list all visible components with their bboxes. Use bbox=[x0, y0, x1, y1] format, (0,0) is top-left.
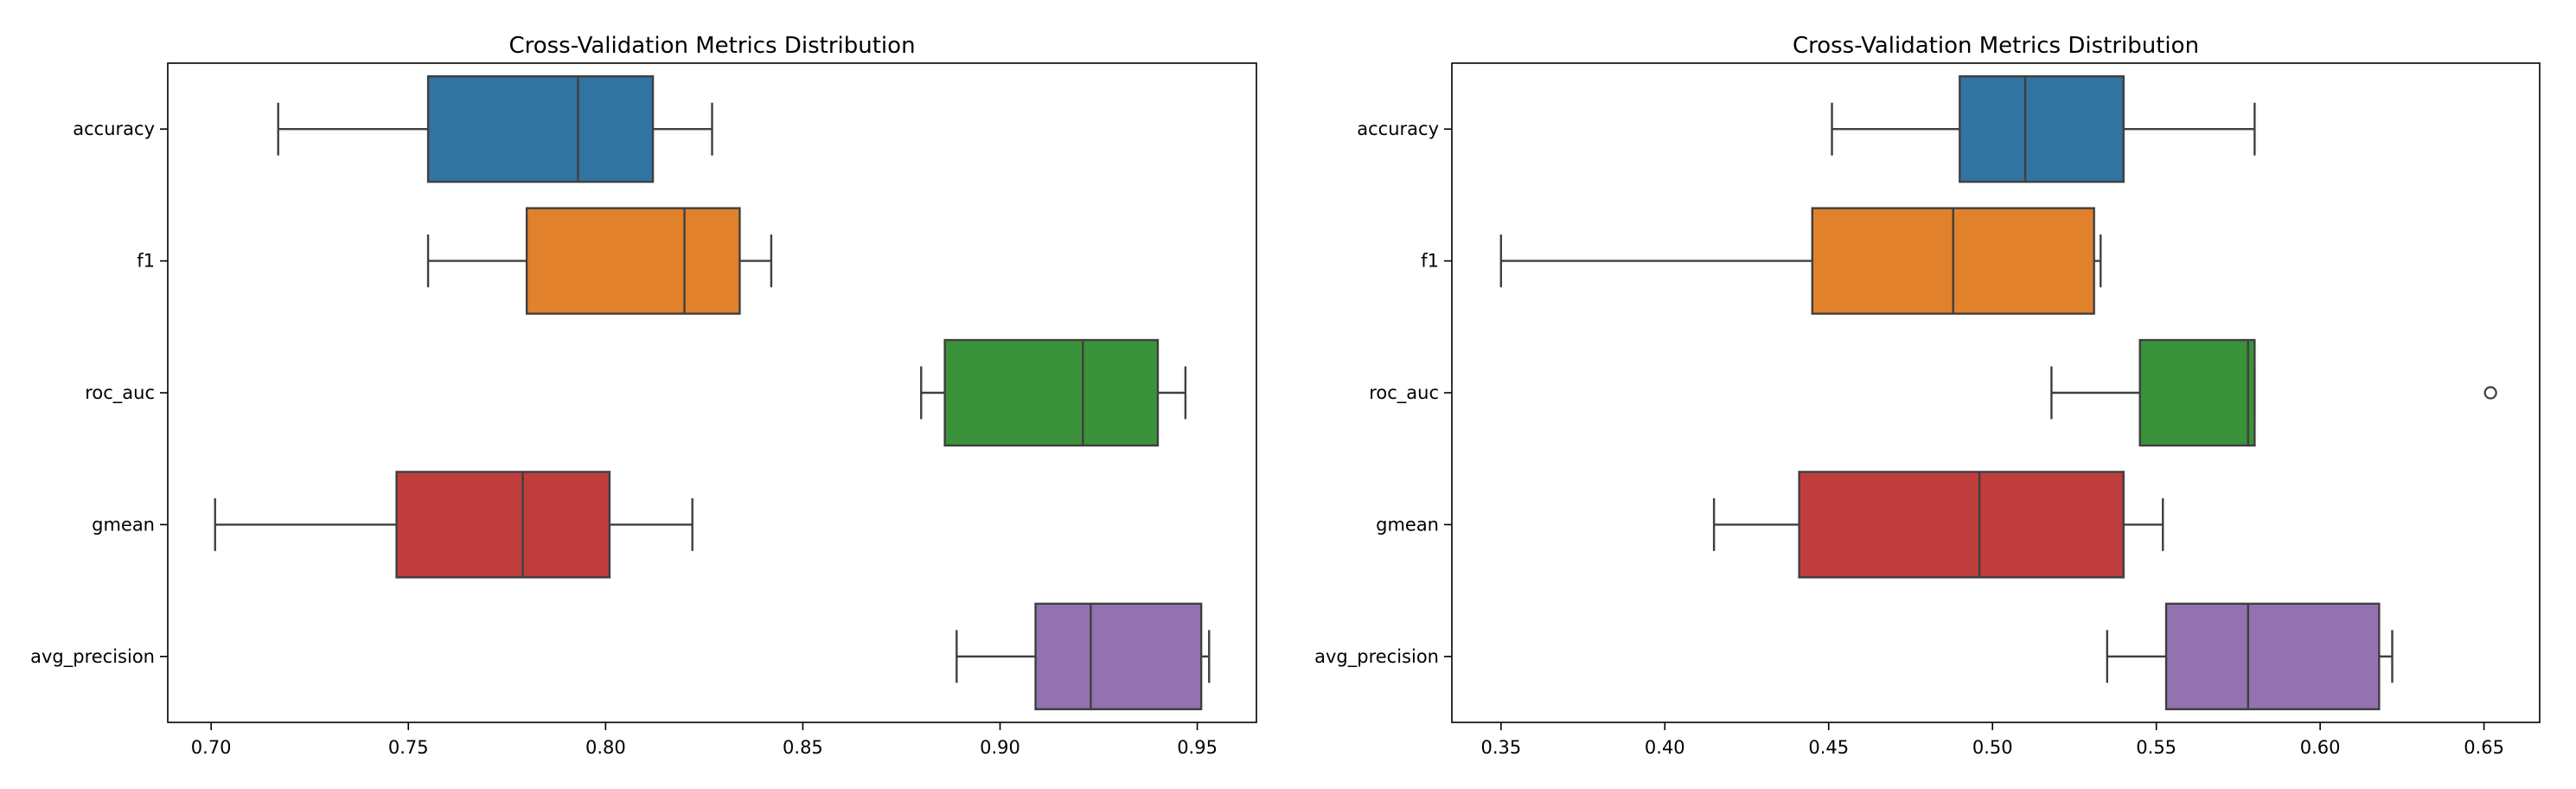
y-tick-label: gmean bbox=[92, 514, 155, 535]
right-boxplot-panel: Cross-Validation Metrics Distribution 0.3… bbox=[1314, 33, 2541, 758]
x-tick-label: 0.50 bbox=[1972, 737, 2013, 758]
x-tick-label: 0.45 bbox=[1808, 737, 1849, 758]
box-f1 bbox=[1499, 207, 2102, 315]
box-roc_auc bbox=[920, 338, 1187, 447]
x-tick-label: 0.90 bbox=[980, 737, 1020, 758]
y-tick-label: avg_precision bbox=[1314, 646, 1439, 668]
y-tick-label: roc_auc bbox=[85, 382, 155, 404]
chart-title: Cross-Validation Metrics Distribution bbox=[1793, 33, 2199, 59]
x-tick-label: 0.85 bbox=[783, 737, 823, 758]
box-roc_auc bbox=[2050, 338, 2497, 447]
box-body bbox=[525, 207, 741, 315]
x-tick-label: 0.80 bbox=[585, 737, 626, 758]
x-tick-label: 0.55 bbox=[2136, 737, 2176, 758]
x-tick-label: 0.35 bbox=[1480, 737, 1521, 758]
box-body bbox=[426, 75, 655, 183]
box-body bbox=[2164, 602, 2381, 710]
x-tick-label: 0.70 bbox=[191, 737, 232, 758]
box-f1 bbox=[426, 207, 773, 315]
y-tick-label: accuracy bbox=[73, 119, 155, 139]
x-tick-label: 0.95 bbox=[1177, 737, 1218, 758]
y-tick-label: f1 bbox=[1421, 251, 1439, 272]
box-gmean bbox=[1712, 471, 2164, 579]
y-tick-label: avg_precision bbox=[30, 646, 155, 668]
box-body bbox=[1034, 602, 1203, 710]
box-accuracy bbox=[277, 75, 713, 183]
x-tick-label: 0.75 bbox=[388, 737, 429, 758]
box-avg_precision bbox=[956, 602, 1211, 710]
y-tick-label: f1 bbox=[137, 251, 155, 272]
left-boxplot-panel: Cross-Validation Metrics Distribution 0.7… bbox=[30, 33, 1257, 758]
x-tick-label: 0.65 bbox=[2464, 737, 2504, 758]
x-tick-label: 0.40 bbox=[1645, 737, 1685, 758]
box-body bbox=[1798, 471, 2125, 579]
box-body bbox=[2138, 338, 2256, 447]
x-tick-label: 0.60 bbox=[2300, 737, 2341, 758]
plot-frame bbox=[1451, 62, 2541, 723]
y-tick-label: gmean bbox=[1376, 514, 1439, 535]
box-accuracy bbox=[1831, 75, 2256, 183]
y-tick-label: roc_auc bbox=[1369, 382, 1439, 404]
box-avg_precision bbox=[2106, 602, 2394, 710]
chart-title: Cross-Validation Metrics Distribution bbox=[508, 33, 915, 59]
box-gmean bbox=[214, 471, 694, 579]
plot-frame bbox=[167, 62, 1257, 723]
box-body bbox=[943, 338, 1160, 447]
outlier-point bbox=[2483, 386, 2497, 400]
box-body bbox=[395, 471, 611, 579]
y-tick-label: accuracy bbox=[1357, 119, 1439, 139]
box-body bbox=[1959, 75, 2125, 183]
